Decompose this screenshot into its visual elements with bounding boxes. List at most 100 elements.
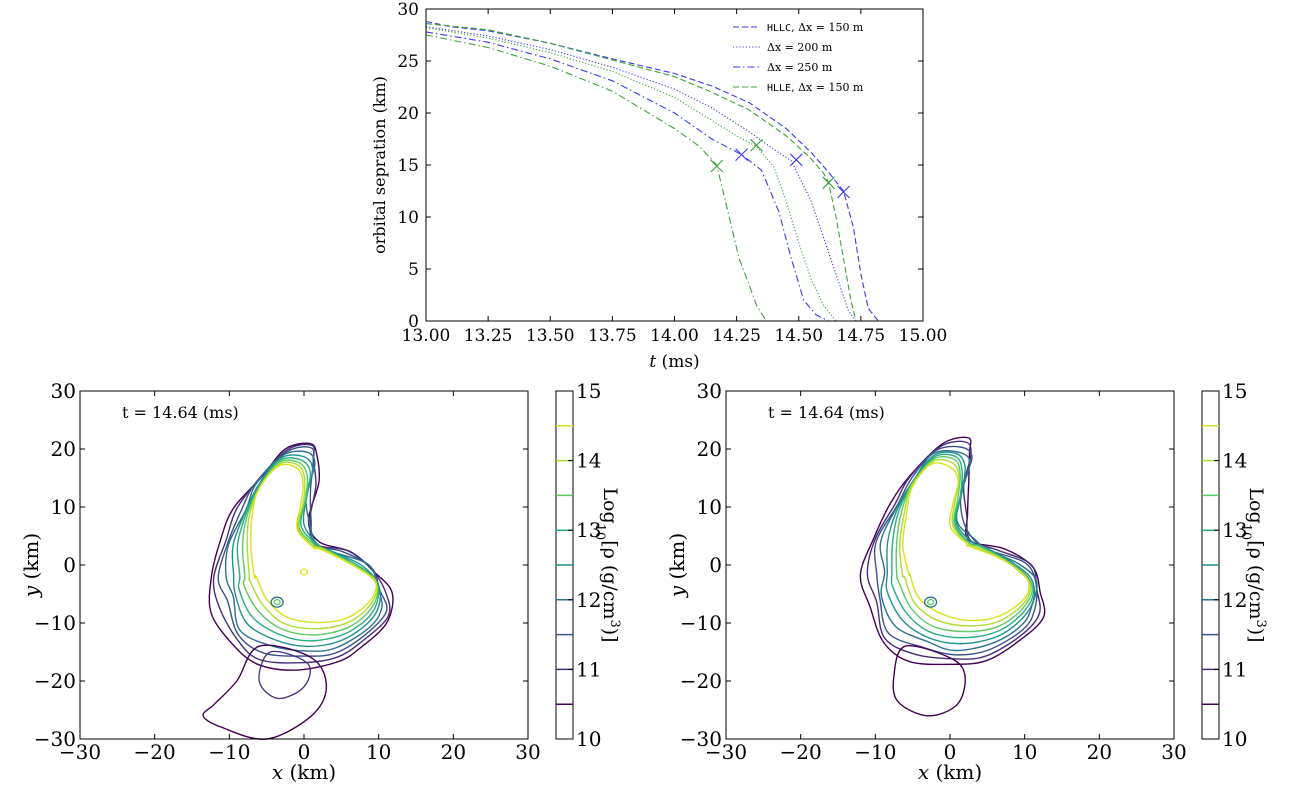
merger-marker-2 [735,148,748,161]
y-tick-label: −30 [680,727,722,751]
y-tick-label: −20 [680,669,722,693]
x-tick-label: 13.75 [588,326,637,346]
y-tick-label: 0 [63,553,76,577]
series-line-5 [425,34,774,322]
contour-level-5 [890,453,1035,639]
debris-tail-contour [202,644,328,740]
time-annotation: t = 14.64 (ms) [122,403,239,422]
y-axis-label: y (km) [665,533,689,598]
x-tick-label: −20 [780,740,822,764]
contour-level-6 [241,459,379,636]
time-annotation: t = 14.64 (ms) [768,403,885,422]
contour-level-0 [859,436,1046,666]
colorbar-tick-label: 15 [576,379,601,403]
y-tick-label: 25 [397,52,419,72]
y-tick-label: 30 [51,379,76,403]
contour-level-2 [873,445,1038,656]
core-contour [299,568,309,576]
series-line-2 [425,31,849,322]
colorbar-tick-label: 11 [576,657,601,681]
x-tick-label: −20 [134,740,176,764]
contour-level-8 [902,462,1030,622]
y-tick-label: −30 [34,727,76,751]
colorbar-tick-label: 10 [1222,727,1247,751]
y-tick-label: −20 [34,669,76,693]
y-tick-label: 30 [397,0,419,20]
x-axis-label: t (ms) [649,352,699,372]
y-tick-label: 20 [397,104,419,124]
merger-marker-4 [750,138,763,152]
contour-level-8 [250,463,378,624]
y-tick-label: 20 [697,437,722,461]
orbital-separation-chart: 13.00 13.25 13.50 13.75 14.00 14.25 14.50 14.75… [370,0,947,372]
colorbar-tick-label: 10 [576,727,601,751]
y-tick-label: 30 [697,379,722,403]
x-tick-label: 15.00 [899,326,948,346]
x-axis-label: x (km) [272,760,336,784]
x-tick-label: 30 [1161,740,1186,764]
clump-contour [270,596,284,608]
legend-label-3: HLLE, Δx = 150 m [767,81,864,94]
colorbar-tick-label: 11 [1222,657,1247,681]
contour-level-7 [246,461,378,630]
merger-marker-1 [789,153,803,167]
colorbar-label: Log10[ρ (g/cm3)] [593,487,623,642]
colorbar-tick-label: 13 [1222,518,1247,542]
x-tick-label: −30 [705,740,747,764]
x-tick-label: 14.75 [837,326,886,346]
x-tick-label: 0 [298,740,311,764]
debris-tail-contour-inner [258,650,311,700]
x-tick-label: −10 [208,740,250,764]
legend-label-1: Δx = 200 m [767,41,833,54]
series-line-1 [425,26,857,322]
legend-label-2: Δx = 250 m [767,61,833,74]
y-tick-label: 10 [397,208,419,228]
debris-tail-contour [892,644,966,717]
x-tick-label: 13.25 [464,326,513,346]
colorbar-tick-label: 12 [1222,588,1247,612]
x-tick-label: 13.50 [526,326,575,346]
x-axis-label: x (km) [918,760,982,784]
y-tick-label: 0 [709,553,722,577]
x-tick-label: 20 [1087,740,1112,764]
contour-level-0 [208,442,394,671]
y-tick-label: 10 [697,495,722,519]
x-tick-label: 0 [944,740,957,764]
plot-frame [425,8,924,322]
contour-level-1 [866,440,1041,660]
y-axis-label: y (km) [19,533,43,598]
merger-marker-0 [837,185,850,199]
y-tick-label: 15 [397,156,419,176]
x-tick-label: −30 [59,740,101,764]
clump-contour-inner [273,598,281,606]
legend-label-0: HLLC, Δx = 150 m [767,21,864,34]
clump-contour [923,596,938,608]
contour-level-7 [899,458,1032,627]
x-tick-label: 10 [1012,740,1037,764]
series-line-0 [425,20,923,322]
colorbar-label: Log10[ρ (g/cm3)] [1239,487,1269,642]
colorbar-tick-label: 13 [576,518,601,542]
colorbar-tick-label: 14 [1222,449,1247,473]
x-tick-label: −10 [854,740,896,764]
x-tick-label: 13.00 [402,326,451,346]
y-tick-label: −10 [680,611,722,635]
contour-level-4 [885,451,1036,645]
colorbar-tick-label: 14 [576,449,601,473]
y-tick-label: 5 [408,260,419,280]
series-line-3 [425,23,857,322]
merger-marker-3 [822,176,835,190]
y-tick-label: 10 [51,495,76,519]
x-tick-label: 10 [366,740,391,764]
colorbar-tick-label: 12 [576,588,601,612]
contour-level-2 [217,446,388,657]
colorbar-tick-label: 15 [1222,379,1247,403]
x-tick-label: 14.00 [650,326,699,346]
density-contour-panel-left: −30 −20 −10 0 10 20 30 −30 −20 −10 0 10 20 30 x (km) y … [19,379,623,784]
x-tick-label: 30 [515,740,540,764]
contour-level-6 [895,455,1034,633]
y-axis-label: orbital sepration (km) [370,76,389,254]
x-tick-label: 20 [441,740,466,764]
clump-contour-inner [926,598,935,606]
